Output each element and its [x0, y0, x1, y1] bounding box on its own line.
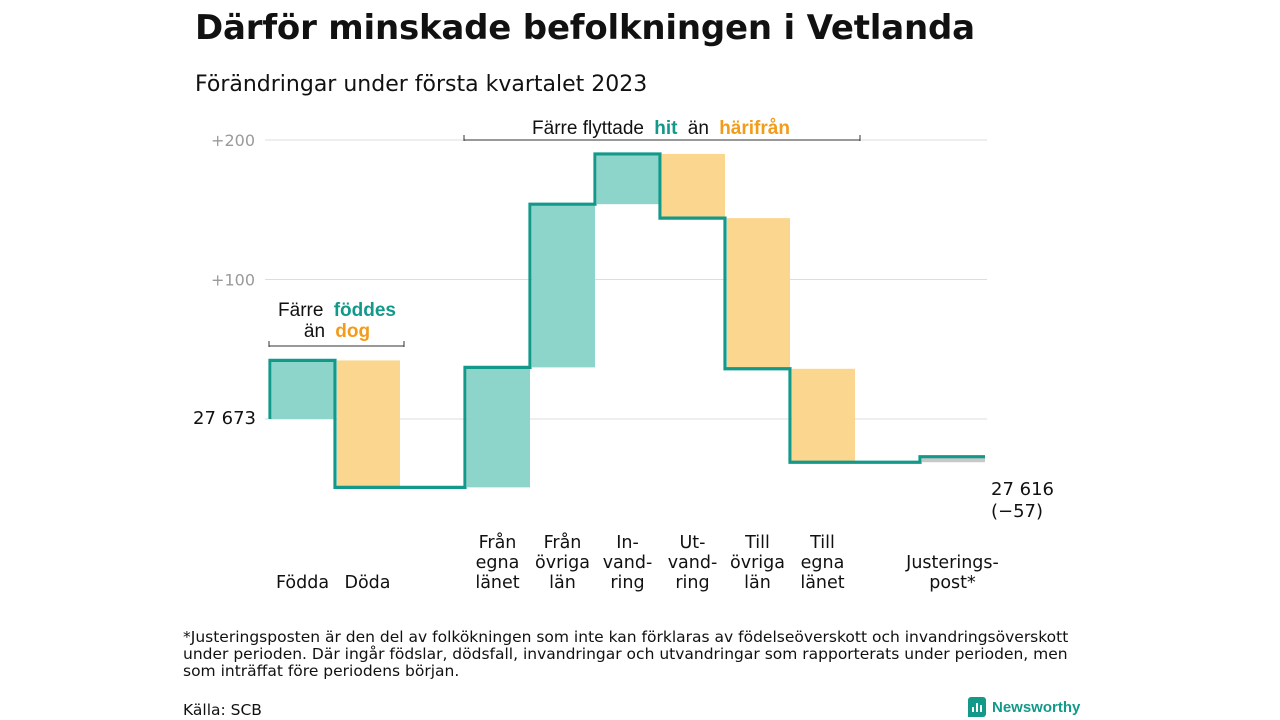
category-label: Till: [744, 533, 770, 553]
category-label: ring: [675, 573, 709, 593]
category-label: post*: [929, 573, 976, 593]
bar-decrease: [662, 153, 725, 219]
category-label: länet: [800, 573, 844, 593]
start-value-label: 27 673: [193, 408, 256, 429]
category-label: länet: [475, 573, 519, 593]
footnote: *Justeringsposten är den del av folkökni…: [183, 628, 1069, 680]
moves-bracket: [463, 135, 861, 141]
source-note: Källa: SCB: [183, 701, 262, 719]
bar-adjustment: [922, 456, 985, 463]
births-annotation-word2: än: [304, 321, 325, 342]
bar-increase: [532, 204, 595, 368]
moves-annotation-highlight1: hit: [654, 118, 678, 139]
end-value-label: 27 616: [991, 479, 1054, 500]
svg-text:än dog: än dog: [304, 321, 370, 342]
births-annotation-highlight1: föddes: [334, 300, 396, 321]
bar-chart-icon: [968, 697, 986, 717]
category-label: Från: [479, 532, 517, 553]
bar-increase: [272, 360, 335, 419]
moves-annotation: Färre flyttade hit än härifrån: [463, 118, 861, 141]
category-label: vand-: [668, 553, 718, 573]
step-line: [268, 152, 985, 489]
bars: [272, 153, 985, 488]
bar-increase: [597, 153, 660, 205]
births-annotation-highlight2: dog: [335, 321, 370, 342]
moves-annotation-middle: än: [688, 118, 709, 139]
bar-decrease: [792, 368, 855, 463]
moves-annotation-highlight2: härifrån: [719, 118, 790, 139]
category-label: In-: [616, 533, 639, 553]
end-change-label: (−57): [991, 501, 1043, 522]
category-label: län: [744, 573, 771, 593]
category-label: egna: [476, 553, 520, 573]
category-labels: Födda DödaFrånegnalänetFrånövrigalänIn-va…: [276, 532, 999, 593]
births-bracket: [268, 341, 405, 347]
running-total-line: [268, 152, 985, 489]
category-label: län: [549, 573, 576, 593]
waterfall-chart: +100+200 Födda DödaFrånegnalänetFrånövrig…: [193, 118, 1054, 593]
category-label: Födda: [276, 573, 329, 593]
bar-increase: [467, 367, 530, 488]
moves-annotation-prefix: Färre flyttade: [532, 118, 644, 139]
category-label: Till: [809, 533, 835, 553]
svg-text:Färre flyttade hit: Färre flyttade hit än härifrån: [532, 118, 790, 139]
bar-decrease: [337, 360, 400, 488]
category-label: Justerings-: [905, 553, 999, 573]
category-label: vand-: [603, 553, 653, 573]
category-label: övriga: [535, 553, 590, 573]
chart-title: Därför minskade befolkningen i Vetlanda: [195, 8, 975, 48]
births-annotation: Färre föddes än dog: [268, 300, 405, 347]
category-label: Döda: [344, 573, 390, 593]
bar-decrease: [727, 218, 790, 369]
category-label: egna: [801, 553, 845, 573]
newsworthy-logo: Newsworthy: [968, 697, 1080, 717]
logo-text: Newsworthy: [992, 698, 1081, 716]
svg-text:Färre föddes: Färre föddes: [278, 300, 396, 321]
category-label: Ut-: [680, 533, 706, 553]
category-label: övriga: [730, 553, 785, 573]
y-tick-label: +200: [211, 131, 255, 150]
births-annotation-word1: Färre: [278, 300, 323, 321]
y-tick-label: +100: [211, 271, 255, 290]
category-label: Från: [544, 532, 582, 553]
category-label: ring: [610, 573, 644, 593]
chart-subtitle: Förändringar under första kvartalet 2023: [195, 72, 648, 97]
